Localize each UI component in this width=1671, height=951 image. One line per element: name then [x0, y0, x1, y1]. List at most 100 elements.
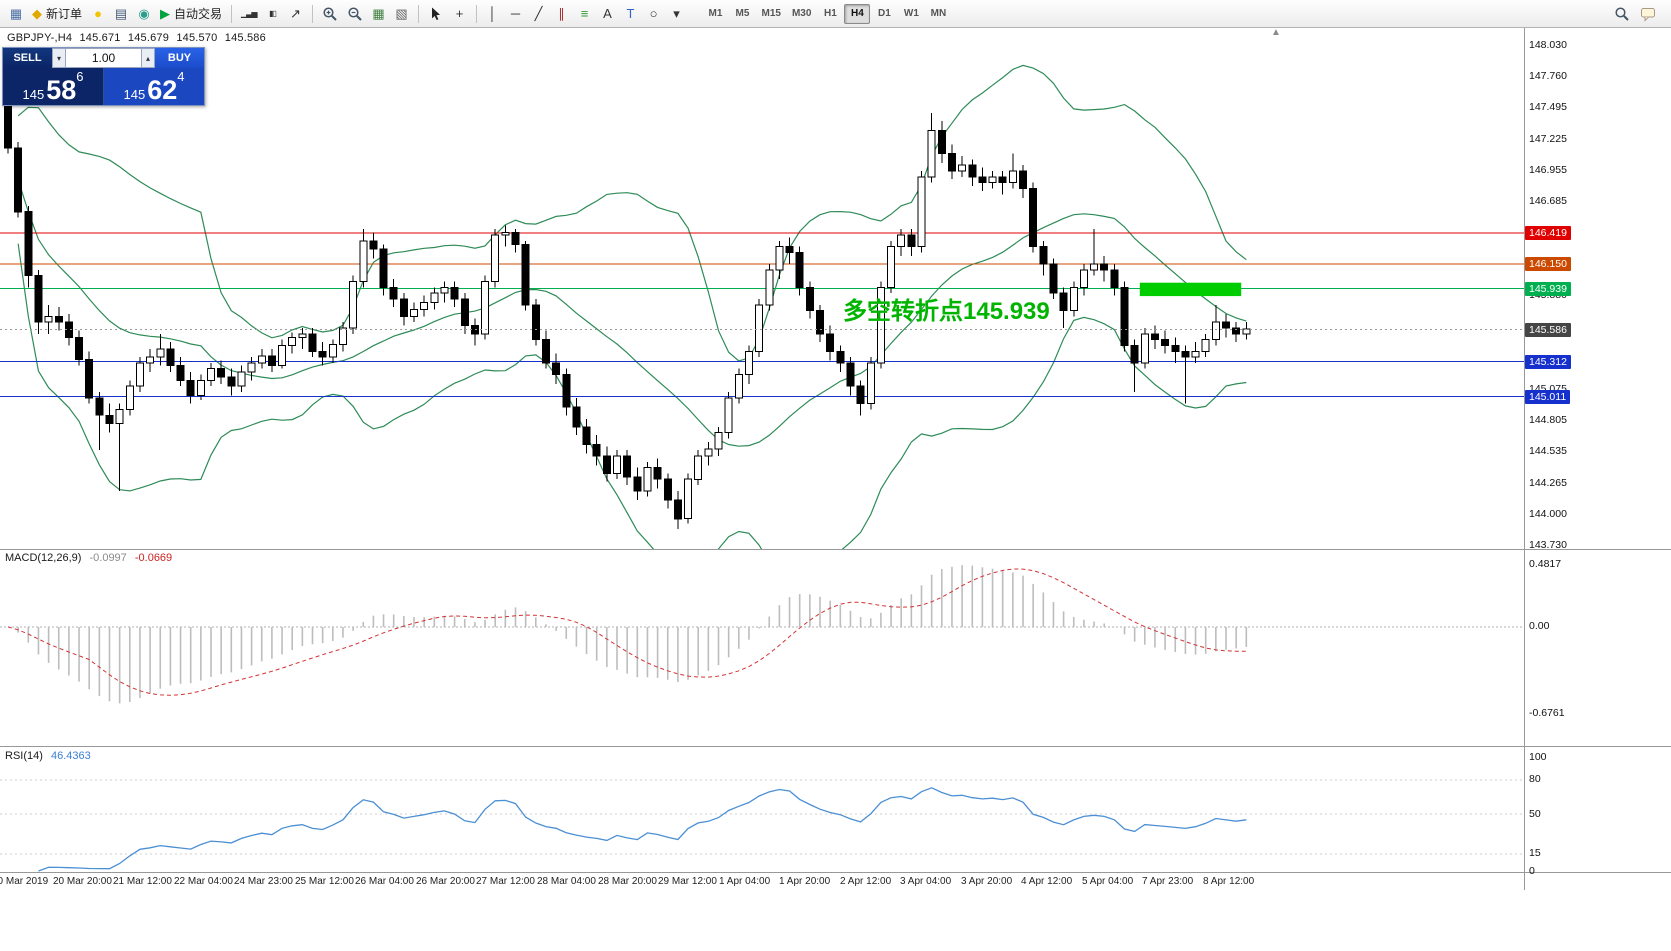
timeframe-w1[interactable]: W1 [903, 8, 919, 19]
chart-shift-marker[interactable]: ▲ [1271, 27, 1281, 38]
trade-controls-row: SELL ▾ ▴ BUY [3, 48, 204, 68]
new-order-button: ◆ [32, 6, 42, 21]
timeframe-m30[interactable]: M30 [791, 8, 812, 19]
macd-pane[interactable] [0, 565, 1524, 704]
channel-button[interactable]: ∥ [551, 3, 573, 25]
timeframe-m5[interactable]: M5 [735, 8, 750, 19]
candle [1211, 321, 1220, 341]
time-tick: 1 Apr 04:00 [719, 876, 771, 887]
candle [988, 176, 997, 184]
trendline-button[interactable]: ╱ [528, 3, 550, 25]
shapes-dropdown[interactable]: ▾ [666, 3, 688, 25]
highlight-rectangle[interactable] [1139, 282, 1242, 297]
label-button[interactable]: T [620, 3, 642, 25]
candle [95, 397, 104, 416]
candle [785, 246, 794, 253]
candle [958, 164, 967, 172]
time-tick: 1 Apr 20:00 [779, 876, 831, 887]
candle [308, 333, 317, 352]
candle [602, 455, 611, 474]
candle [75, 336, 84, 360]
cursor-button[interactable] [424, 3, 448, 25]
candle [1150, 333, 1159, 341]
chart-annotation-text[interactable]: 多空转折点145.939 [843, 298, 1050, 325]
price-tick: 147.760 [1529, 70, 1567, 82]
chat-button[interactable] [1636, 3, 1660, 25]
timeframe-h4[interactable]: H4 [844, 3, 871, 24]
candle [552, 362, 561, 375]
cascade-windows-button[interactable]: ▧ [391, 3, 413, 25]
zoom-out-button[interactable] [343, 3, 367, 25]
candle [267, 355, 276, 366]
fibonacci-button[interactable]: ≡ [574, 3, 596, 25]
candle [816, 310, 824, 335]
candle [765, 269, 774, 306]
volume-dropdown-button[interactable]: ▾ [52, 48, 66, 68]
horizontal-line-button[interactable]: ─ [505, 3, 527, 25]
bar-chart-button[interactable]: ▁▃▅ [237, 3, 260, 25]
market-watch-icon[interactable]: ▤ [110, 3, 132, 25]
price-pane[interactable] [0, 64, 1524, 588]
time-tick: 25 Mar 12:00 [295, 876, 354, 887]
candle [795, 251, 804, 288]
text-button[interactable]: A [597, 3, 619, 25]
volume-input[interactable] [66, 48, 141, 68]
new-order-button[interactable]: ◆ 新订单 [28, 3, 86, 25]
data-window-icon[interactable]: ◉ [133, 3, 155, 25]
candle [673, 499, 682, 520]
macd-axis-tick: 0.00 [1529, 620, 1550, 632]
candle [1039, 246, 1048, 265]
timeframe-m1[interactable]: M1 [708, 8, 723, 19]
buy-price[interactable]: 145 62 4 [104, 68, 204, 105]
new-chart-icon: ▦ [9, 6, 23, 21]
candle [714, 432, 723, 450]
candle [592, 443, 601, 457]
sell-price[interactable]: 145 58 6 [3, 68, 104, 105]
candle [1100, 263, 1109, 271]
new-chart-icon[interactable]: ▦ [5, 3, 27, 25]
candle [1049, 263, 1058, 294]
time-tick: 29 Mar 12:00 [658, 876, 717, 887]
timeframe-d1[interactable]: D1 [878, 8, 891, 19]
pane-separator[interactable] [0, 746, 1671, 747]
buy-button[interactable]: BUY [155, 48, 204, 68]
timeframe-m15[interactable]: M15 [761, 8, 781, 19]
crosshair-button[interactable]: + [449, 3, 471, 25]
toolbar-separator [417, 4, 419, 23]
tile-windows-button[interactable]: ▦ [368, 3, 390, 25]
rsi-pane[interactable] [0, 779, 1524, 872]
pane-separator[interactable] [0, 872, 1671, 873]
pane-separator[interactable] [0, 549, 1671, 550]
sell-price-big: 58 [46, 74, 77, 105]
line-chart-button[interactable]: ↗ [285, 3, 307, 25]
buy-price-big: 62 [147, 74, 178, 105]
macd-axis-tick: -0.6761 [1529, 707, 1565, 719]
candle [1232, 327, 1241, 335]
sell-button[interactable]: SELL [3, 48, 52, 68]
bulb-icon[interactable]: ● [87, 3, 109, 25]
candle [572, 406, 581, 428]
text-button: A [603, 6, 612, 21]
rsi-line [38, 787, 1247, 872]
candle [541, 339, 550, 364]
candle [257, 355, 266, 364]
candle [125, 385, 134, 411]
macd-value-signal: -0.0669 [134, 552, 173, 564]
buy-price-prefix: 145 [123, 86, 146, 102]
toolbar: ▦ ◆ 新订单 ● ▤ ◉ ▶ 自动交易 ▁▃▅ ▮▯ ↗ ▦ ▧ + │ ─ ╱ ∥ ≡ A T ○ ▾ M1 M5 M15 M… [0, 0, 1671, 28]
candle [196, 379, 205, 396]
vertical-line-button[interactable]: │ [482, 3, 504, 25]
macd-axis-tick: 0.4817 [1529, 558, 1562, 570]
candle-chart-button[interactable]: ▮▯ [262, 3, 284, 25]
candle [85, 358, 94, 399]
timeframe-h1[interactable]: H1 [824, 8, 837, 19]
timeframe-mn[interactable]: MN [930, 8, 947, 19]
candle [207, 368, 215, 381]
search-icon[interactable] [1610, 3, 1634, 25]
zoom-in-button[interactable] [318, 3, 342, 25]
volume-up-button[interactable]: ▴ [141, 48, 155, 68]
autotrade-button[interactable]: ▶ 自动交易 [156, 3, 226, 25]
time-tick: 4 Apr 12:00 [1021, 876, 1073, 887]
shapes-button[interactable]: ○ [643, 3, 665, 25]
